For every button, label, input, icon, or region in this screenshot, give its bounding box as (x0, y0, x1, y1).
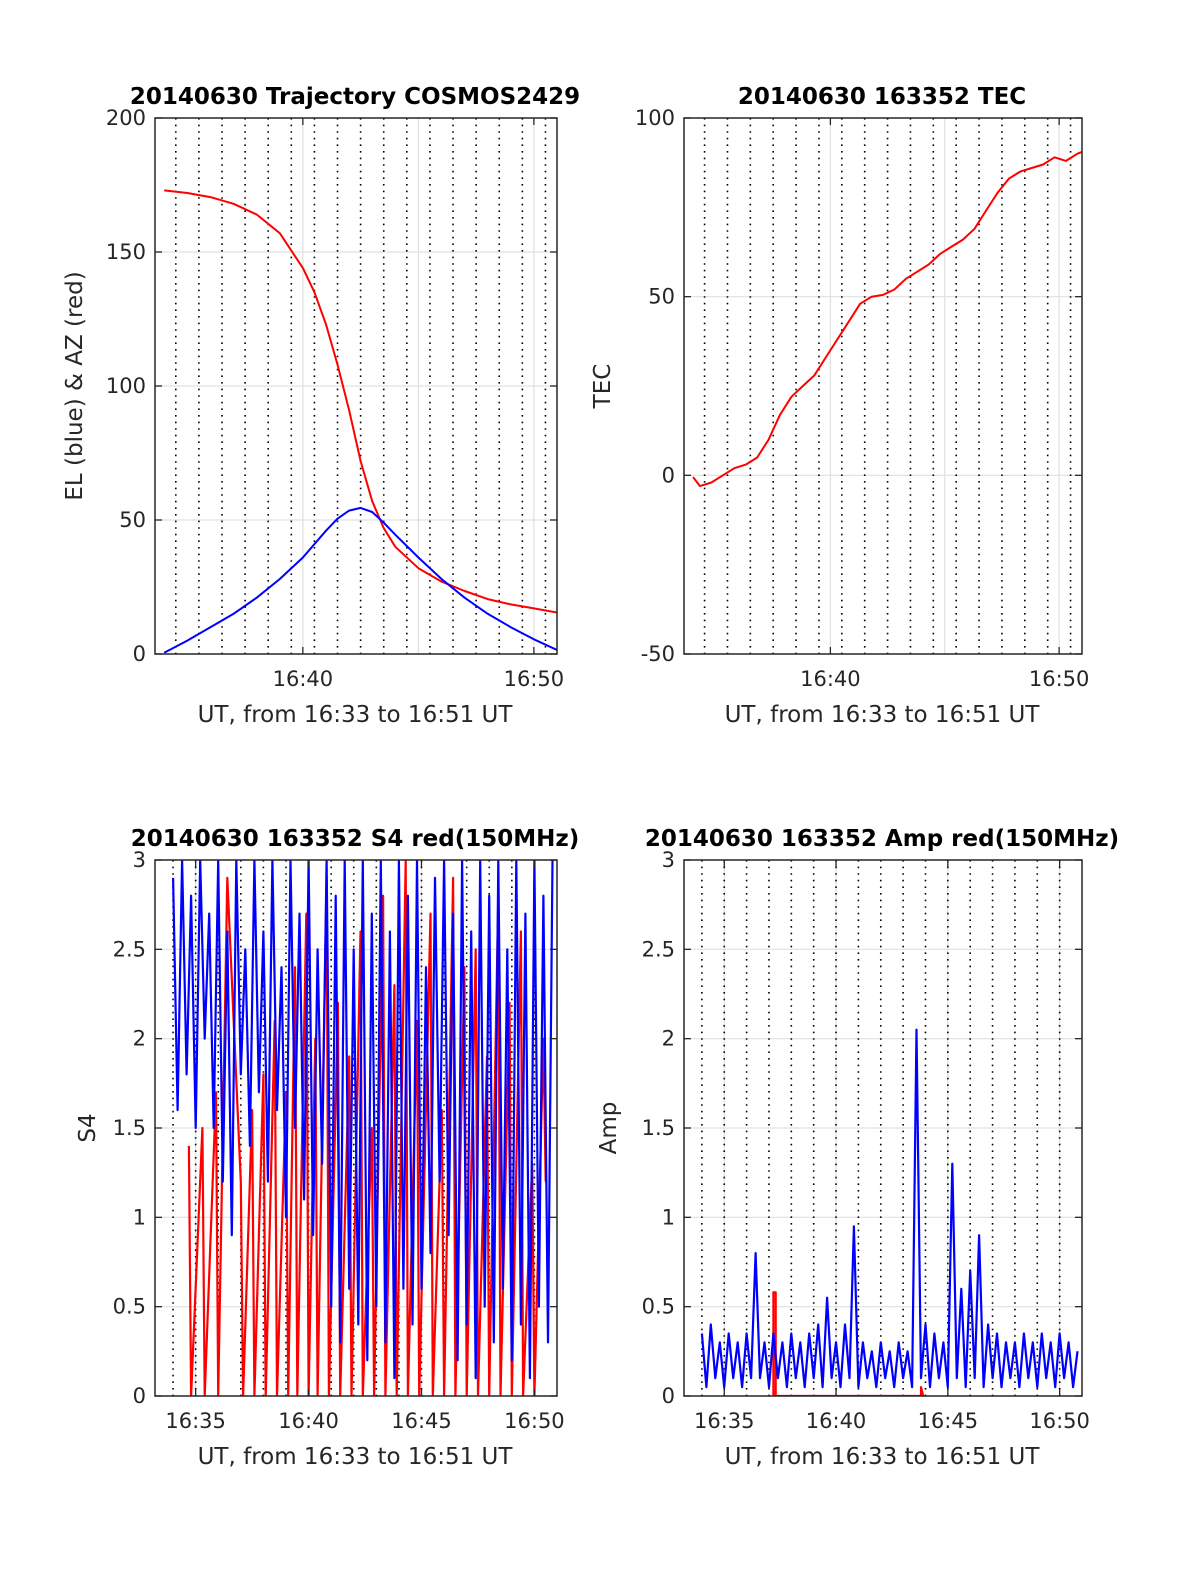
y-tick-label: 50 (648, 285, 675, 309)
axes-frame (683, 117, 1083, 655)
y-tick-label: 100 (106, 374, 146, 398)
y-tick-label: 0 (133, 642, 146, 666)
y-tick-label: 150 (106, 240, 146, 264)
tec-ylabel: TEC (590, 364, 616, 410)
panel-s4: 20140630 163352 S4 red(150MHz) UT, from … (75, 826, 579, 1470)
y-tick-label: 1 (133, 1205, 146, 1229)
traj-series-0 (164, 189, 557, 614)
s4-series-0 (187, 860, 547, 1396)
s4-plot: 0 0.5 1 1.5 2 2.5 3 16:35 16:40 16:45 16:50 (113, 848, 565, 1433)
y-tick-label: 0 (133, 1384, 146, 1408)
panel-amp: 20140630 163352 Amp red(150MHz) UT, from… (596, 826, 1119, 1470)
x-tick-label: 16:50 (1029, 667, 1090, 691)
s4-ylabel: S4 (75, 1113, 101, 1142)
traj-series-1 (163, 506, 557, 654)
amp-series-1 (700, 1028, 1079, 1389)
y-tick-label: 0.5 (642, 1295, 675, 1319)
y-tick-label: 2.5 (642, 937, 675, 961)
y-tick-label: 200 (106, 106, 146, 130)
tec-xlabel: UT, from 16:33 to 16:51 UT (725, 702, 1041, 728)
panel-traj: 20140630 Trajectory COSMOS2429 UT, from … (62, 84, 580, 728)
x-tick-label: 16:45 (391, 1409, 452, 1433)
tec-series-0 (692, 150, 1082, 488)
y-tick-label: 1.5 (642, 1116, 675, 1140)
x-tick-label: 16:45 (918, 1409, 979, 1433)
y-tick-label: -50 (641, 642, 675, 666)
panel-tec: 20140630 163352 TEC UT, from 16:33 to 16… (590, 84, 1040, 728)
s4-xlabel: UT, from 16:33 to 16:51 UT (198, 1444, 514, 1470)
y-tick-label: 3 (133, 848, 146, 872)
x-tick-label: 16:40 (278, 1409, 339, 1433)
y-tick-label: 1.5 (113, 1116, 146, 1140)
x-tick-label: 16:50 (504, 1409, 565, 1433)
x-tick-label: 16:35 (165, 1409, 226, 1433)
x-tick-label: 16:35 (694, 1409, 755, 1433)
x-tick-label: 16:40 (800, 667, 861, 691)
x-tick-label: 16:50 (1029, 1409, 1090, 1433)
y-tick-label: 100 (635, 106, 675, 130)
amp-xlabel: UT, from 16:33 to 16:51 UT (725, 1444, 1041, 1470)
y-tick-label: 0 (662, 463, 675, 487)
y-tick-label: 50 (119, 508, 146, 532)
amp-series-0 (772, 1291, 925, 1396)
y-tick-label: 2 (133, 1027, 146, 1051)
traj-xlabel: UT, from 16:33 to 16:51 UT (198, 702, 514, 728)
tec-plot: -50 0 50 100 16:40 16:50 (635, 106, 1089, 691)
traj-ylabel: EL (blue) & AZ (red) (62, 271, 88, 500)
y-tick-label: 1 (662, 1205, 675, 1229)
y-tick-label: 0.5 (113, 1295, 146, 1319)
x-tick-label: 16:40 (806, 1409, 867, 1433)
y-tick-label: 2 (662, 1027, 675, 1051)
tec-title: 20140630 163352 TEC (738, 84, 1026, 110)
y-tick-label: 3 (662, 848, 675, 872)
amp-plot: 0 0.5 1 1.5 2 2.5 3 16:35 16:40 16:45 16:50 (642, 848, 1090, 1433)
s4-series-1 (172, 860, 554, 1380)
s4-title: 20140630 163352 S4 red(150MHz) (131, 826, 580, 852)
traj-plot: 0 50 100 150 200 16:40 16:50 (106, 106, 564, 691)
x-tick-label: 16:40 (273, 667, 334, 691)
traj-title: 20140630 Trajectory COSMOS2429 (130, 84, 580, 110)
y-tick-label: 2.5 (113, 937, 146, 961)
amp-ylabel: Amp (596, 1102, 622, 1155)
x-tick-label: 16:50 (504, 667, 565, 691)
amp-title: 20140630 163352 Amp red(150MHz) (645, 826, 1119, 852)
y-tick-label: 0 (662, 1384, 675, 1408)
